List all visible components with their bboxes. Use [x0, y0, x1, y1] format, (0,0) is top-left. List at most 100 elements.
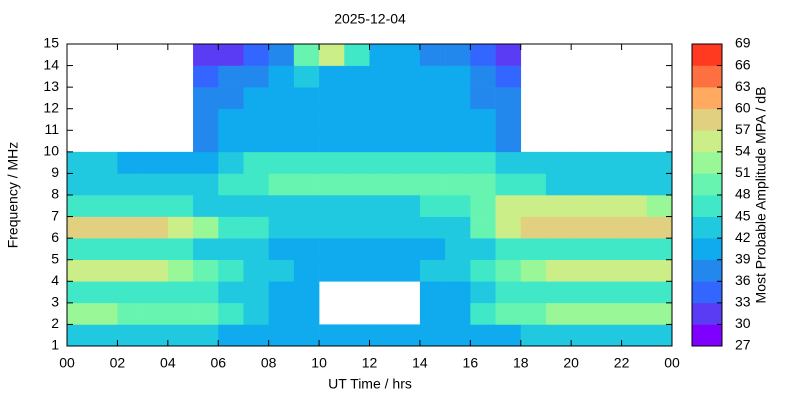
- heat-cell: [344, 195, 370, 217]
- heat-cell: [293, 238, 320, 261]
- heat-cell: [243, 195, 269, 217]
- heat-cell: [394, 65, 421, 88]
- x-tick-label: 06: [210, 355, 226, 371]
- colorbar-band: [692, 151, 722, 174]
- colorbar-tick-label: 69: [735, 35, 751, 51]
- y-tick-label: 8: [51, 186, 59, 202]
- heat-cell: [419, 151, 446, 174]
- heat-cell: [293, 173, 320, 196]
- heat-cell: [218, 151, 244, 174]
- x-tick-label: 22: [614, 355, 630, 371]
- heat-cell: [319, 108, 345, 131]
- heat-cell: [646, 173, 673, 196]
- colorbar-tick-label: 66: [735, 56, 751, 72]
- heat-cell: [92, 238, 118, 261]
- heat-cell: [445, 130, 471, 153]
- x-tick-label: 14: [412, 355, 428, 371]
- heat-cell: [319, 195, 345, 217]
- heat-cell: [92, 195, 118, 217]
- heat-cell: [67, 302, 93, 325]
- colorbar-tick-label: 60: [735, 99, 751, 115]
- heat-cell: [293, 216, 320, 239]
- heat-cell: [218, 195, 244, 217]
- y-tick-label: 10: [43, 143, 59, 159]
- heat-cell: [470, 130, 496, 153]
- heat-cell: [319, 151, 345, 174]
- colorbar-band: [692, 216, 722, 239]
- heat-cell: [243, 87, 269, 110]
- heat-cell: [117, 151, 143, 174]
- heat-cell: [243, 281, 269, 304]
- heat-cell: [621, 259, 648, 282]
- heat-cell: [142, 302, 169, 325]
- heat-cell: [419, 65, 446, 88]
- heat-cell: [470, 173, 496, 196]
- heat-cell: [293, 108, 320, 131]
- heat-cell: [92, 151, 118, 174]
- heat-cell: [344, 173, 370, 196]
- heat-cell: [319, 44, 345, 66]
- heat-cell: [621, 216, 648, 239]
- heat-cell: [495, 302, 522, 325]
- heat-cell: [243, 130, 269, 153]
- y-tick-label: 14: [43, 56, 59, 72]
- heat-cell: [571, 259, 597, 282]
- heat-cell: [319, 259, 345, 282]
- heat-cell: [445, 238, 471, 261]
- heat-cell: [344, 151, 370, 174]
- heat-cell: [596, 259, 622, 282]
- heat-cell: [193, 216, 219, 239]
- heat-cell: [596, 173, 622, 196]
- heat-cell: [520, 324, 547, 347]
- heat-cell: [470, 195, 496, 217]
- heat-cell: [67, 216, 93, 239]
- colorbar-band: [692, 281, 722, 304]
- heat-cell: [243, 324, 269, 347]
- heat-cell: [344, 130, 370, 153]
- colorbar-band: [692, 87, 722, 110]
- heat-cell: [67, 238, 93, 261]
- y-tick-label: 1: [51, 337, 59, 353]
- colorbar-tick-label: 36: [735, 272, 751, 288]
- heat-cell: [193, 238, 219, 261]
- heat-cell: [545, 173, 572, 196]
- heat-cell: [344, 44, 370, 66]
- heat-cell: [545, 259, 572, 282]
- heat-cell: [243, 302, 269, 325]
- heat-cell: [445, 151, 471, 174]
- heat-cell: [218, 259, 244, 282]
- heat-cell: [369, 65, 396, 88]
- heat-cell: [495, 130, 522, 153]
- x-tick-label: 20: [563, 355, 579, 371]
- colorbar-band: [692, 130, 722, 153]
- heat-cell: [545, 195, 572, 217]
- heat-cell: [495, 151, 522, 174]
- colorbar-tick-label: 45: [735, 207, 751, 223]
- heat-cell: [167, 173, 194, 196]
- heat-cell: [571, 324, 597, 347]
- heat-cell: [495, 65, 522, 88]
- x-tick-label: 10: [311, 355, 327, 371]
- heat-cell: [193, 151, 219, 174]
- heat-cell: [167, 259, 194, 282]
- heat-cell: [293, 302, 320, 325]
- heat-cell: [394, 238, 421, 261]
- heat-cell: [520, 302, 547, 325]
- heat-cell: [117, 302, 143, 325]
- heat-cell: [520, 151, 547, 174]
- x-tick-label: 04: [160, 355, 176, 371]
- x-tick-label: 16: [463, 355, 479, 371]
- heat-cell: [193, 259, 219, 282]
- heat-cell: [293, 151, 320, 174]
- heat-cell: [218, 281, 244, 304]
- heat-cell: [193, 87, 219, 110]
- heat-cell: [419, 173, 446, 196]
- heat-cell: [596, 151, 622, 174]
- heat-cell: [445, 44, 471, 66]
- x-tick-label: 02: [110, 355, 126, 371]
- heat-cell: [218, 130, 244, 153]
- heat-cell: [646, 195, 673, 217]
- heat-cell: [117, 173, 143, 196]
- heat-cell: [117, 281, 143, 304]
- heat-cell: [319, 238, 345, 261]
